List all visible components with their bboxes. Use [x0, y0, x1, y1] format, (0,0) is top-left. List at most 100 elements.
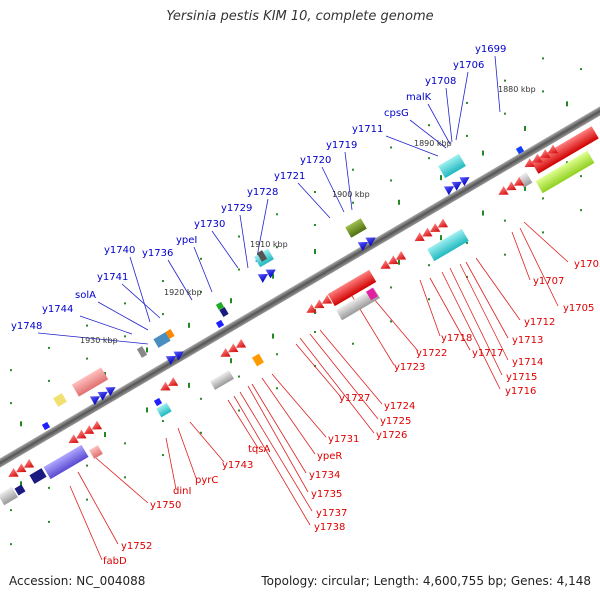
- gene-arrow: [228, 343, 239, 353]
- gene-arrow: [513, 176, 525, 186]
- track-dot: [86, 324, 88, 327]
- gene-box: [43, 444, 89, 480]
- track-dot: [238, 268, 240, 271]
- gene-feature: [43, 444, 89, 480]
- gene-feature: [215, 319, 225, 329]
- leader-line: [427, 103, 451, 145]
- track-dot: [428, 298, 430, 301]
- position-tick: [272, 333, 274, 339]
- track-dot: [352, 168, 354, 171]
- gene-feature: [41, 421, 51, 431]
- gene-box: [366, 287, 378, 301]
- position-tick: [440, 175, 442, 181]
- gene-arrow: [257, 274, 268, 283]
- gene-label: y1722: [416, 348, 447, 359]
- gene-box: [215, 319, 225, 329]
- track-dot: [466, 241, 468, 244]
- gene-box: [531, 126, 599, 174]
- gene-label: y1705: [563, 303, 594, 314]
- leader-line: [79, 315, 133, 335]
- gene-labels: y1699 y1706 y1708 malK cpsG y1711 y1719 …: [11, 44, 600, 567]
- gene-arrow: [168, 377, 179, 386]
- gene-arrow: [306, 303, 317, 313]
- leader-line: [247, 385, 309, 493]
- gene-features: [0, 126, 599, 506]
- gene-feature: [53, 393, 67, 407]
- leader-line: [121, 283, 161, 319]
- gene-label: y1726: [376, 430, 407, 441]
- gene-feature: [517, 172, 533, 188]
- gene-arrow: [91, 420, 103, 430]
- gene-arrow: [498, 185, 509, 195]
- leader-line: [475, 257, 521, 321]
- gene-feature: [252, 353, 264, 367]
- gene-arrow-group: [306, 294, 333, 313]
- track-dot: [390, 146, 392, 149]
- gene-arrow: [8, 467, 19, 477]
- gene-arrow-group: [498, 176, 525, 195]
- track-dot: [390, 179, 392, 182]
- track-dot: [162, 280, 164, 283]
- gene-arrow: [76, 429, 87, 439]
- track-dot: [504, 112, 506, 115]
- track-dot: [314, 330, 316, 333]
- position-tick: [524, 185, 526, 191]
- position-tick: [146, 347, 148, 353]
- gene-label: malK: [406, 92, 432, 103]
- gene-feature: [535, 150, 595, 194]
- leader-line: [297, 182, 331, 219]
- gene-arrow-group: [524, 144, 559, 168]
- track-dot: [86, 498, 88, 501]
- gene-arrow: [524, 158, 535, 168]
- track-dot: [10, 402, 12, 405]
- track-dot: [200, 431, 202, 434]
- gene-box: [219, 307, 229, 317]
- scale-label: 1910 kbp: [250, 240, 288, 249]
- gene-arrow-group: [414, 218, 449, 242]
- scale-labels: 1880 kbp 1890 kbp 1900 kbp 1910 kbp 1920…: [80, 85, 536, 345]
- leader-line: [255, 198, 269, 263]
- gene-feature: [209, 370, 235, 390]
- gene-label: y1723: [394, 362, 425, 373]
- gene-label: y1712: [524, 317, 555, 328]
- track-dot: [542, 57, 544, 60]
- leader-line: [77, 471, 119, 545]
- gene-feature: [89, 445, 103, 459]
- track-dot: [162, 454, 164, 457]
- gene-arrow: [506, 181, 517, 191]
- leader-line: [367, 291, 419, 352]
- position-tick: [272, 273, 274, 279]
- gene-box: [515, 145, 525, 155]
- gene-label: y1738: [314, 522, 345, 533]
- gene-feature: [531, 126, 599, 174]
- gene-box: [438, 153, 466, 179]
- track-dot: [314, 190, 316, 193]
- gene-feature: [165, 329, 175, 339]
- gene-arrow: [459, 177, 470, 187]
- track-dot: [10, 543, 12, 546]
- track-dot: [124, 335, 126, 338]
- gene-label: y1727: [339, 393, 370, 404]
- leader-line: [523, 221, 569, 263]
- gene-label: y1752: [121, 541, 152, 552]
- gene-feature: [71, 367, 109, 397]
- gene-box: [29, 468, 47, 484]
- gene-label: y1717: [472, 348, 503, 359]
- position-tick: [398, 259, 400, 265]
- gene-arrow: [547, 144, 559, 154]
- gene-arrow: [265, 269, 276, 279]
- gene-box: [517, 172, 533, 188]
- gene-arrow: [23, 458, 35, 468]
- gene-arrow: [380, 259, 391, 269]
- gene-label: y1711: [352, 124, 383, 135]
- track-dot: [48, 379, 50, 382]
- leader-line: [519, 227, 559, 307]
- leader-line: [95, 457, 149, 504]
- track-dot: [390, 320, 392, 323]
- gene-label: y1734: [309, 470, 340, 481]
- gene-arrow: [160, 381, 171, 391]
- scale-label: 1900 kbp: [332, 190, 370, 199]
- gene-feature: [153, 332, 171, 348]
- genome-stats-text: Topology: circular; Length: 4,600,755 bp…: [261, 574, 591, 588]
